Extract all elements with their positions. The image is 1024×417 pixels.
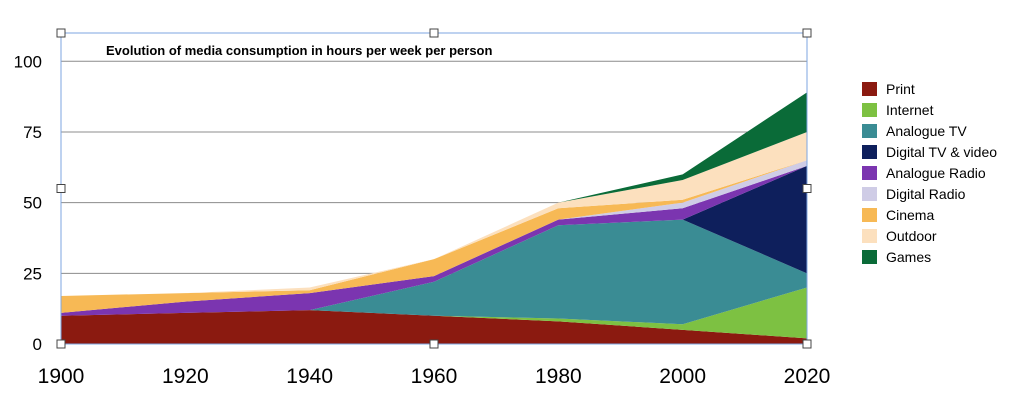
resize-handle[interactable] bbox=[802, 339, 812, 349]
x-tick-label: 1980 bbox=[535, 365, 582, 388]
x-tick-label: 1940 bbox=[286, 365, 333, 388]
legend-label: Digital Radio bbox=[886, 186, 966, 202]
legend-swatch bbox=[862, 208, 877, 222]
legend-label: Games bbox=[886, 249, 931, 265]
legend-label: Print bbox=[886, 81, 915, 97]
legend-swatch bbox=[862, 250, 877, 264]
y-tick-label: 50 bbox=[23, 194, 42, 213]
x-tick-label: 2000 bbox=[659, 365, 706, 388]
legend-label: Outdoor bbox=[886, 228, 937, 244]
legend-label: Analogue Radio bbox=[886, 165, 986, 181]
legend-swatch bbox=[862, 145, 877, 159]
resize-handle[interactable] bbox=[429, 339, 439, 349]
legend-swatch bbox=[862, 82, 877, 96]
area-cinema bbox=[61, 160, 807, 313]
area-analogue-tv bbox=[61, 219, 807, 325]
resize-handle[interactable] bbox=[56, 28, 66, 38]
chart-title: Evolution of media consumption in hours … bbox=[106, 43, 492, 58]
legend-label: Cinema bbox=[886, 207, 934, 223]
resize-handle[interactable] bbox=[56, 339, 66, 349]
x-tick-label: 1960 bbox=[411, 365, 458, 388]
legend-swatch bbox=[862, 187, 877, 201]
resize-handle[interactable] bbox=[429, 28, 439, 38]
legend-label: Internet bbox=[886, 102, 934, 118]
legend-swatch bbox=[862, 103, 877, 117]
y-tick-label: 0 bbox=[33, 335, 42, 354]
resize-handle[interactable] bbox=[802, 184, 812, 193]
y-tick-label: 25 bbox=[23, 264, 42, 283]
legend: Print Internet Analogue TV Digital TV & vid… bbox=[862, 81, 997, 265]
stacked-areas bbox=[61, 92, 807, 344]
y-tick-label: 75 bbox=[23, 123, 42, 142]
resize-handle[interactable] bbox=[802, 28, 812, 38]
x-tick-label: 1920 bbox=[162, 365, 209, 388]
y-tick-label: 100 bbox=[14, 52, 42, 71]
x-tick-label: 2020 bbox=[784, 365, 831, 388]
legend-label: Analogue TV bbox=[886, 123, 967, 139]
legend-label: Digital TV & video bbox=[886, 144, 997, 160]
x-axis-ticks: 1900 1920 1940 1960 1980 2000 2020 bbox=[38, 365, 831, 388]
x-tick-label: 1900 bbox=[38, 365, 85, 388]
y-axis-ticks: 0 25 50 75 100 bbox=[14, 52, 42, 354]
legend-swatch bbox=[862, 124, 877, 138]
plot-frame bbox=[56, 28, 812, 349]
area-print bbox=[61, 310, 807, 344]
legend-swatch bbox=[862, 166, 877, 180]
resize-handle[interactable] bbox=[56, 184, 66, 193]
legend-swatch bbox=[862, 229, 877, 243]
